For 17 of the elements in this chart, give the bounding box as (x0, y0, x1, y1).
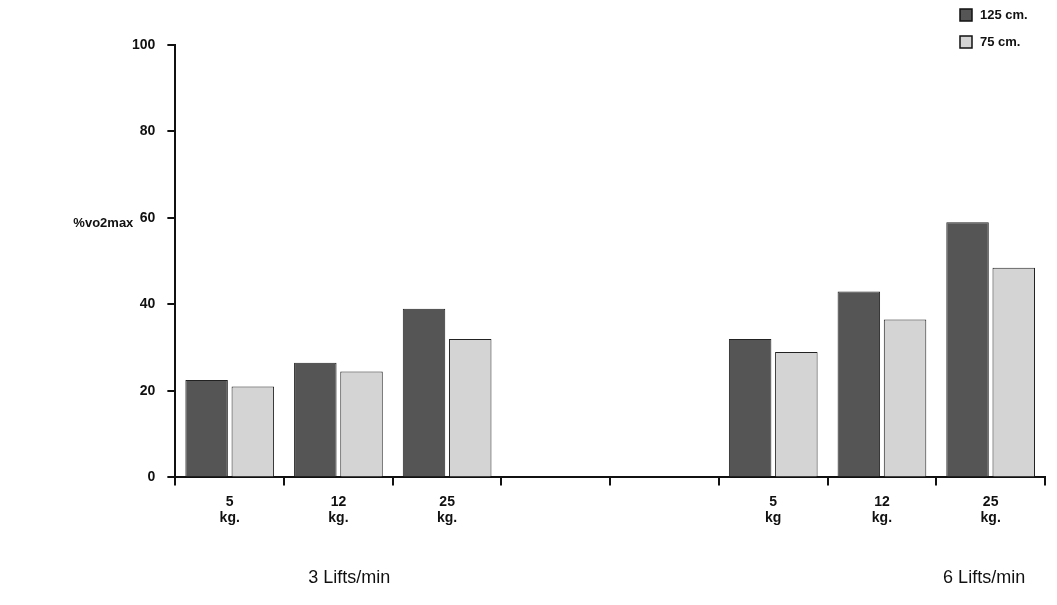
y-tick-label: 60 (139, 208, 156, 225)
y-tick-label: 100 (132, 35, 156, 52)
legend-label: 75 cm. (980, 33, 1021, 49)
y-tick-label: 40 (139, 295, 156, 312)
x-tick-label: 25 kg. (980, 492, 1001, 526)
x-tick-label: 12 kg. (871, 492, 893, 526)
x-tick-label: 25 kg. (437, 492, 458, 526)
y-axis-title: %vo2max (73, 214, 135, 230)
text: 3 Lifts/min (308, 566, 391, 587)
y-tick-label: 0 (147, 468, 156, 485)
x-tick-label: 12 kg. (328, 492, 349, 526)
y-tick-label: 80 (139, 122, 156, 139)
legend-label: 125 cm. (980, 6, 1028, 22)
x-tick-label: 5 kg (765, 492, 782, 526)
x-tick-label: 5 kg. (219, 492, 240, 526)
text: 6 Lifts/min (943, 566, 1026, 587)
y-tick-label: 20 (139, 381, 156, 398)
